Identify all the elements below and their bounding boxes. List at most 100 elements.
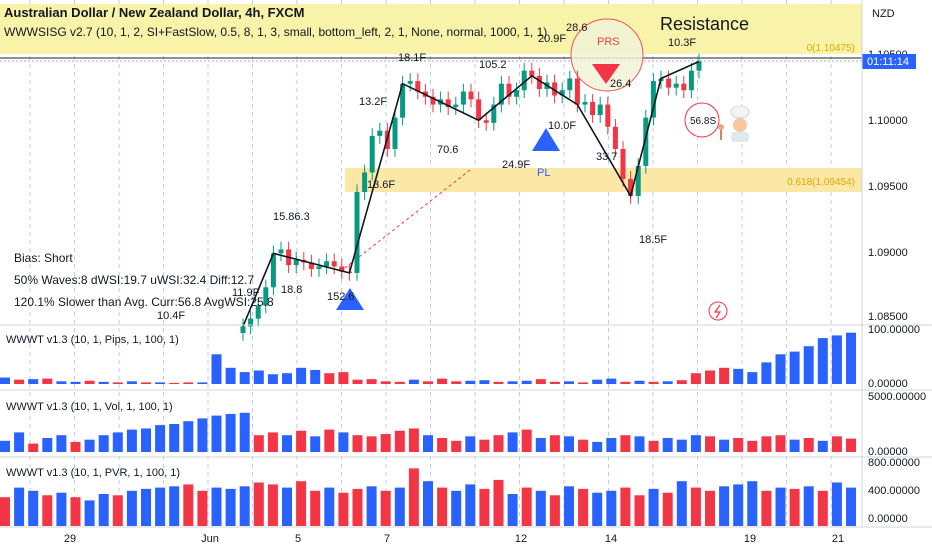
- histogram-bar: [225, 488, 236, 526]
- histogram-bar: [564, 486, 574, 526]
- histogram-bar: [183, 421, 194, 452]
- histogram-bar: [84, 500, 95, 526]
- candle-body: [696, 61, 702, 71]
- histogram-bar: [253, 435, 264, 452]
- candle-body: [362, 172, 368, 193]
- prs-label: PRS: [597, 36, 620, 48]
- histogram-bar: [183, 484, 194, 526]
- candle-body: [498, 83, 504, 105]
- histogram-bar: [535, 379, 546, 384]
- candle-body: [612, 126, 618, 149]
- histogram-bar: [437, 378, 448, 384]
- histogram-bar: [549, 495, 560, 526]
- current-price-badge: [862, 54, 916, 69]
- histogram-bar: [338, 492, 349, 526]
- sell-triangle-icon: [592, 64, 620, 84]
- histogram-bar: [662, 438, 673, 452]
- histogram-bar: [14, 432, 25, 452]
- histogram-bar: [169, 486, 180, 526]
- histogram-bar: [592, 441, 603, 452]
- histogram-bar: [803, 346, 814, 384]
- pl-label: PL: [537, 167, 550, 179]
- currency-label: NZD: [872, 8, 895, 20]
- candle-body: [582, 101, 588, 105]
- histogram-bar: [141, 488, 151, 526]
- histogram-bar: [465, 484, 476, 526]
- bias-text: Bias: Short: [14, 251, 73, 265]
- histogram-bar: [296, 430, 307, 452]
- candle-body: [324, 261, 330, 267]
- histogram-bar: [648, 440, 659, 452]
- histogram-bar: [225, 367, 236, 384]
- histogram-bar: [253, 482, 264, 526]
- histogram-bar: [789, 351, 800, 384]
- histogram-bar: [98, 381, 109, 384]
- chart-background: [0, 0, 862, 550]
- histogram-bar: [197, 490, 208, 526]
- spoon-head-icon: [718, 124, 724, 130]
- wave-label: 70.6: [437, 144, 458, 156]
- histogram-bar: [423, 481, 433, 526]
- candle-body: [666, 78, 672, 88]
- panel-ticks: 100.00000 0.00000 5000.00000 0.00000 800…: [868, 324, 926, 525]
- histogram-bar: [169, 382, 180, 384]
- histogram-bar: [211, 354, 222, 384]
- histogram-bar: [169, 424, 180, 452]
- histogram-bar: [282, 373, 292, 384]
- indicator-label: WWWSISG v2.7 (10, 1, 2, SI+FastSlow, 0.5…: [4, 25, 547, 39]
- wave-label: 20.9F: [538, 33, 566, 45]
- histogram-bar: [380, 490, 391, 526]
- wave-label: 28.6: [566, 22, 587, 34]
- candle-body: [468, 91, 474, 100]
- histogram-bar: [394, 430, 405, 452]
- lightning-icon: [713, 304, 722, 319]
- histogram-bar: [803, 438, 814, 452]
- histogram-bar: [831, 335, 842, 384]
- candle-body: [506, 83, 512, 97]
- histogram-bar: [155, 487, 166, 526]
- vol-panel: [0, 412, 856, 452]
- histogram-bar: [662, 381, 673, 384]
- histogram-bar: [211, 415, 222, 452]
- candle-body: [491, 104, 497, 123]
- histogram-bar: [719, 439, 730, 452]
- histogram-bar: [451, 490, 462, 526]
- histogram-bar: [803, 486, 814, 526]
- histogram-bar: [789, 439, 800, 452]
- histogram-bar: [507, 381, 518, 384]
- histogram-bar: [493, 435, 504, 452]
- histogram-bar: [380, 381, 391, 384]
- histogram-bar: [705, 436, 715, 452]
- histogram-bar: [155, 382, 166, 384]
- candle-body: [263, 287, 269, 306]
- candle-body: [536, 75, 542, 89]
- histogram-bar: [126, 429, 137, 452]
- candle-body: [483, 120, 489, 123]
- histogram-bar: [535, 490, 546, 526]
- candle-body: [574, 78, 580, 105]
- trend-line: [344, 169, 471, 269]
- wsi-circle: [684, 102, 720, 138]
- histogram-bar: [465, 436, 476, 452]
- histogram-bar: [296, 481, 307, 526]
- histogram-bar: [324, 429, 335, 452]
- histogram-bar: [817, 440, 828, 452]
- candle-body: [628, 178, 634, 196]
- candle-body: [476, 99, 482, 121]
- histogram-bar: [437, 487, 448, 526]
- alert-icon[interactable]: [708, 301, 728, 321]
- histogram-bar: [662, 492, 673, 526]
- panel-tick: 800.00000: [868, 457, 920, 469]
- histogram-bar: [479, 439, 490, 452]
- histogram-bar: [733, 484, 744, 526]
- time-tick: 19: [744, 533, 756, 545]
- histogram-bar: [366, 436, 377, 452]
- histogram-bar: [352, 435, 363, 452]
- histogram-bar: [620, 381, 631, 384]
- waves-text: 50% Waves:8 dWSI:19.7 uWSI:32.4 Diff:12.…: [14, 273, 254, 287]
- candle-body: [650, 81, 656, 118]
- candle-body: [453, 104, 459, 108]
- histogram-bar: [690, 487, 701, 526]
- histogram-bar: [267, 484, 278, 526]
